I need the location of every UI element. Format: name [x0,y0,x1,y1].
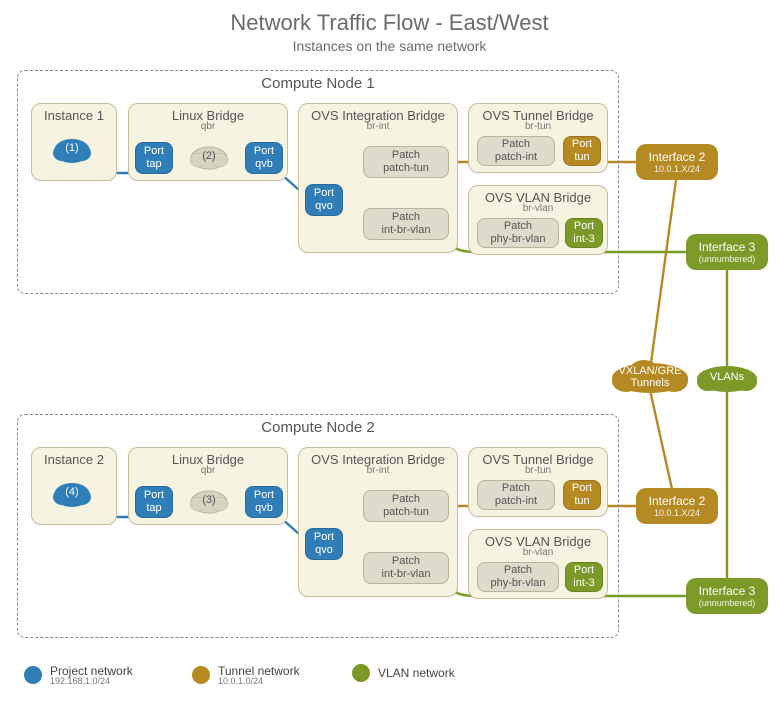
lb2-sub: qbr [129,465,287,476]
iface3-node1: Interface 3(unnumbered) [686,234,768,270]
vlans-cloud: VLANs [694,362,760,396]
linux-bridge-2: Linux Bridge qbr Porttap (3) Portqvb [128,447,288,525]
instance-2-box: Instance 2 (4) [31,447,117,525]
port-qvo-1: Portqvo [305,184,343,216]
instance-2-cloud: (4) [52,480,92,510]
patch-phy-1: Patchphy-br-vlan [477,218,559,248]
instance-1-label: Instance 1 [32,104,116,123]
ovs-vlan-2: OVS VLAN Bridge br-vlan Patchphy-br-vlan… [468,529,608,599]
patch-tun-2: Patchpatch-tun [363,490,449,522]
port-qvb-2: Portqvb [245,486,283,518]
port-int3-2: Portint-3 [565,562,603,592]
dot-icon [192,666,210,684]
ovs-tun-1: OVS Tunnel Bridge br-tun Patchpatch-int … [468,103,608,173]
patch-intvlan-1: Patchint-br-vlan [363,208,449,240]
port-tap-1: Porttap [135,142,173,174]
legend-vlan: VLAN network [352,664,455,682]
port-tun-1: Porttun [563,136,601,166]
compute-node-2: Compute Node 2 Instance 2 (4) Linux Brid… [17,414,619,638]
legend-project: Project network192.168.1.0/24 [24,664,133,686]
dot-icon [352,664,370,682]
compute-node-1: Compute Node 1 Instance 1 (1) Linux Brid… [17,70,619,294]
port-qvb-1: Portqvb [245,142,283,174]
diagram-title: Network Traffic Flow - East/West [0,0,779,36]
patch-int-1: Patchpatch-int [477,136,555,166]
patch-phy-2: Patchphy-br-vlan [477,562,559,592]
dot-icon [24,666,42,684]
instance-1-box: Instance 1 (1) [31,103,117,181]
port-qvo-2: Portqvo [305,528,343,560]
iface2-node1: Interface 210.0.1.X/24 [636,144,718,180]
port-tap-2: Porttap [135,486,173,518]
node2-title: Compute Node 2 [18,415,618,438]
node1-title: Compute Node 1 [18,71,618,94]
patch-intvlan-2: Patchint-br-vlan [363,552,449,584]
iface2-node2: Interface 210.0.1.X/24 [636,488,718,524]
patch-tun-1: Patchpatch-tun [363,146,449,178]
ovs-int-2: OVS Integration Bridge br-int Portqvo Pa… [298,447,458,597]
port-int3-1: Portint-3 [565,218,603,248]
tunnels-cloud: VXLAN/GRE Tunnels [608,358,692,398]
lb2-cloud: (3) [189,488,229,516]
lb1-sub: qbr [129,121,287,132]
diagram-subtitle: Instances on the same network [0,36,779,62]
port-tun-2: Porttun [563,480,601,510]
instance-1-cloud: (1) [52,136,92,166]
ovs-int-1: OVS Integration Bridge br-int Portqvo Pa… [298,103,458,253]
iface3-node2: Interface 3(unnumbered) [686,578,768,614]
instance-2-label: Instance 2 [32,448,116,467]
ovs-tun-2: OVS Tunnel Bridge br-tun Patchpatch-int … [468,447,608,517]
lb1-cloud: (2) [189,144,229,172]
linux-bridge-1: Linux Bridge qbr Porttap (2) Portqvb [128,103,288,181]
legend-tunnel: Tunnel network10.0.1.0/24 [192,664,300,686]
patch-int-2: Patchpatch-int [477,480,555,510]
ovs-vlan-1: OVS VLAN Bridge br-vlan Patchphy-br-vlan… [468,185,608,255]
